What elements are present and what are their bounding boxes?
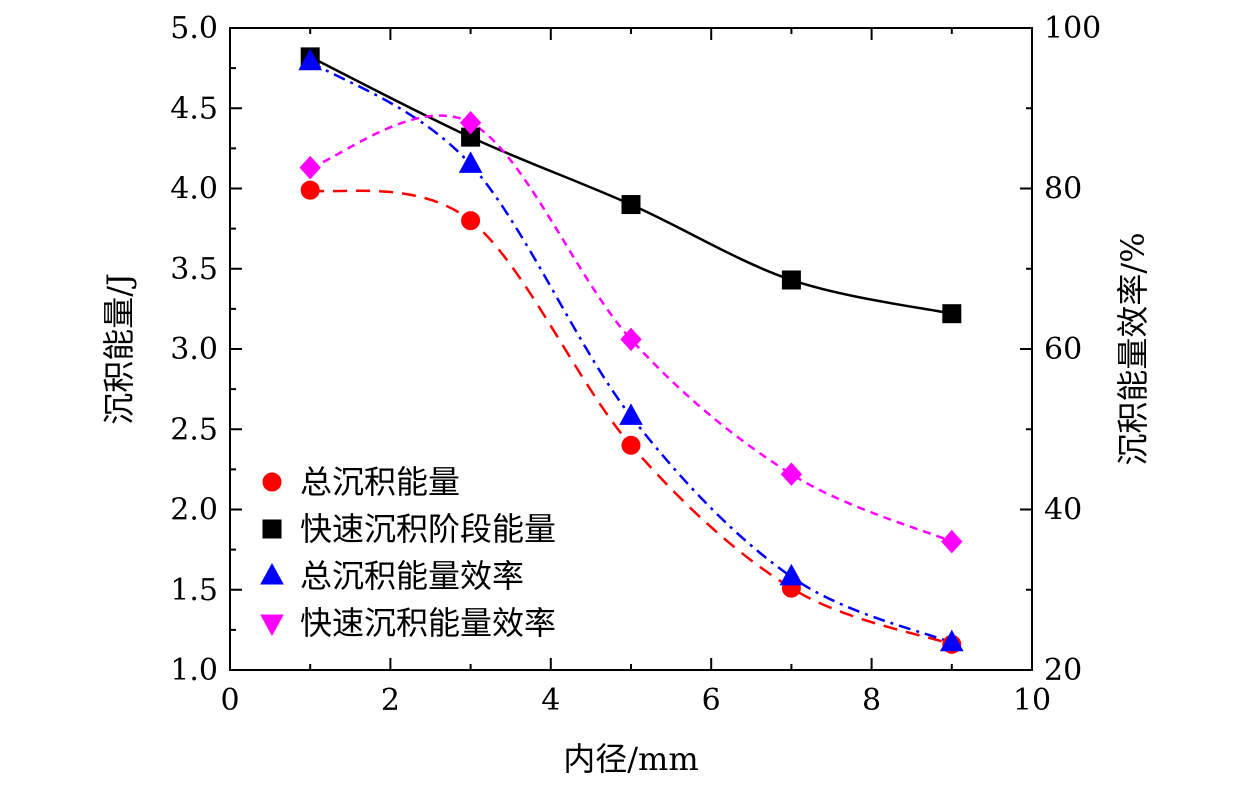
y-left-tick-label: 2.0 (170, 493, 218, 528)
series-line-2 (309, 55, 953, 315)
data-point-series-1 (300, 180, 320, 200)
y-left-tick-label: 1.5 (170, 573, 218, 608)
data-point-series-4 (780, 462, 803, 486)
data-point-series-2 (781, 270, 801, 290)
y-left-tick-label: 5.0 (170, 11, 218, 46)
legend-marker (262, 519, 282, 539)
legend-marker (260, 614, 284, 637)
y-left-tick-label: 1.0 (170, 653, 218, 688)
y-left-tick-label: 3.0 (170, 332, 218, 367)
data-point-series-3 (458, 151, 483, 173)
y-left-tick-label: 4.5 (170, 91, 218, 126)
series-line-3 (309, 60, 953, 644)
series-line-4 (309, 114, 953, 543)
y-right-axis-title: 沉积能量效率/% (1114, 232, 1152, 465)
y-right-tick-label: 20 (1044, 653, 1082, 688)
y-right-tick-label: 40 (1044, 493, 1082, 528)
legend-marker (262, 472, 282, 492)
data-point-series-2 (621, 195, 641, 215)
y-left-axis-title: 沉积能量/J (100, 273, 138, 425)
x-axis-title: 内径/mm (563, 740, 698, 778)
x-tick-label: 2 (381, 683, 400, 718)
data-point-series-3 (779, 563, 804, 586)
y-right-tick-label: 60 (1044, 332, 1082, 367)
data-point-series-1 (461, 211, 481, 231)
legend-label: 总沉积能量 (300, 463, 460, 501)
y-left-tick-label: 2.5 (170, 412, 218, 447)
y-right-tick-label: 80 (1044, 172, 1082, 207)
x-tick-label: 4 (541, 683, 560, 718)
x-tick-label: 8 (862, 683, 881, 718)
legend-label: 快速沉积能量效率 (300, 604, 556, 642)
data-point-series-1 (621, 435, 641, 455)
y-left-tick-label: 4.0 (170, 172, 218, 207)
x-tick-label: 6 (702, 683, 721, 718)
x-tick-label: 10 (1013, 683, 1051, 718)
legend-label: 总沉积能量效率 (300, 557, 524, 595)
series-markers (298, 47, 964, 654)
data-point-series-4 (620, 327, 642, 352)
data-point-series-4 (299, 155, 321, 180)
data-point-series-3 (619, 403, 643, 425)
data-point-series-4 (459, 110, 482, 135)
data-point-series-2 (942, 304, 962, 324)
x-tick-label: 0 (220, 683, 239, 718)
legend-label: 快速沉积阶段能量 (300, 510, 556, 548)
axis-ticks (229, 27, 1033, 671)
data-point-series-3 (298, 48, 323, 71)
data-point-series-4 (941, 529, 963, 554)
data-point-series-3 (939, 629, 964, 652)
y-right-tick-label: 100 (1044, 11, 1101, 46)
axis-tick-labels: 0 2 4 6 8 10 1.0 1.5 2.0 2.5 3.0 3.5 4.0 4.5 5.0 20 40 60… (170, 11, 1101, 718)
legend-marker (260, 562, 284, 585)
y-left-tick-label: 3.5 (170, 252, 218, 287)
